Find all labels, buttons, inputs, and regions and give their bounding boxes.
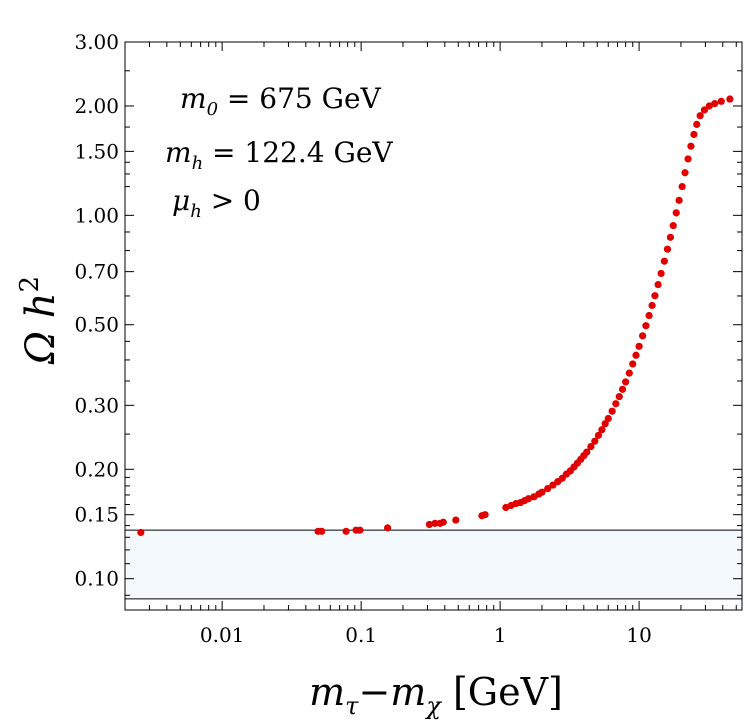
data-point xyxy=(342,527,350,535)
x-title-unit: [GeV] xyxy=(441,670,563,714)
data-point xyxy=(383,524,392,532)
data-point xyxy=(356,526,364,534)
x-title-sub1: τ xyxy=(345,692,359,720)
data-point xyxy=(598,426,606,434)
data-point xyxy=(604,414,612,423)
data-point xyxy=(431,519,439,527)
data-point xyxy=(666,233,675,241)
y-tick-label: 0.50 xyxy=(74,313,119,337)
y-tick-label: 0.10 xyxy=(74,567,119,591)
data-point xyxy=(657,269,665,278)
data-point xyxy=(645,311,653,320)
x-tick-label: 10 xyxy=(626,623,651,647)
y-tick-label: 1.00 xyxy=(74,203,119,227)
annotation-2: mh = 122.4 GeV xyxy=(165,136,393,174)
annotation-value: > 0 xyxy=(202,184,261,217)
annotation-subscript: h xyxy=(190,201,202,222)
data-point xyxy=(639,332,647,340)
y-axis-title: Ω h2 xyxy=(15,276,64,365)
data-point xyxy=(544,484,552,493)
x-tick-label: 1 xyxy=(494,623,507,647)
annotation-subscript: h xyxy=(192,153,204,174)
data-point xyxy=(726,95,734,103)
annotation-symbol: μ xyxy=(172,184,190,217)
data-point xyxy=(660,257,668,265)
x-tick-label: 0.01 xyxy=(200,623,245,647)
data-point xyxy=(615,393,623,401)
data-point xyxy=(669,222,677,230)
x-axis-title: mτ−mχ [GeV] xyxy=(309,670,563,720)
y-title-main: Ω h xyxy=(18,292,64,365)
data-point xyxy=(675,196,683,204)
data-point xyxy=(678,182,686,191)
annotation-symbol: m xyxy=(180,82,207,115)
data-point xyxy=(635,342,643,350)
data-point xyxy=(137,528,145,537)
data-point xyxy=(594,431,603,439)
x-tick-label: 0.1 xyxy=(345,623,377,647)
y-tick-label: 0.70 xyxy=(74,260,119,284)
data-point xyxy=(672,209,680,217)
data-point xyxy=(629,360,637,368)
data-point xyxy=(687,142,695,150)
annotation-3: μh > 0 xyxy=(172,184,261,222)
data-point xyxy=(696,112,704,120)
annotation-value: = 122.4 GeV xyxy=(203,136,393,169)
x-title-sub2: χ xyxy=(424,692,442,720)
data-point xyxy=(681,169,689,177)
data-point xyxy=(583,448,591,456)
y-tick-label: 0.20 xyxy=(74,457,119,481)
data-point xyxy=(425,520,434,529)
data-point xyxy=(591,437,599,445)
data-point xyxy=(711,100,719,108)
x-title-m1: m xyxy=(309,670,345,714)
data-point xyxy=(538,488,546,496)
data-point xyxy=(632,351,640,359)
axis-title-layer: mτ−mχ [GeV] Ω h2 xyxy=(15,276,563,720)
annotation-value: = 675 GeV xyxy=(218,82,382,115)
data-points xyxy=(137,95,734,537)
data-point xyxy=(439,518,447,526)
data-point xyxy=(481,511,489,519)
data-point xyxy=(524,495,533,503)
y-title-superscript: 2 xyxy=(15,276,45,293)
data-point xyxy=(601,420,609,428)
y-tick-label: 3.00 xyxy=(74,30,119,54)
data-point xyxy=(612,400,620,408)
data-point xyxy=(608,407,616,415)
annotation-symbol: m xyxy=(165,136,192,169)
data-point xyxy=(684,155,692,163)
data-point xyxy=(452,516,460,524)
data-point xyxy=(642,322,650,330)
x-title-m2: −m xyxy=(358,670,426,714)
data-point xyxy=(705,102,713,110)
y-tick-label: 1.50 xyxy=(74,139,119,163)
data-point xyxy=(648,301,656,310)
data-point xyxy=(618,385,627,393)
band-layer xyxy=(125,529,742,600)
y-tick-label: 0.30 xyxy=(74,393,119,417)
relic-density-band xyxy=(125,530,742,599)
data-point xyxy=(587,442,595,451)
data-point xyxy=(651,292,659,300)
data-point xyxy=(690,130,698,139)
data-point xyxy=(622,378,630,386)
data-point xyxy=(693,120,701,128)
data-point xyxy=(318,527,326,535)
data-point xyxy=(700,106,708,114)
data-point xyxy=(625,369,633,377)
annotation-1: m0 = 675 GeV xyxy=(180,82,382,120)
annotation-subscript: 0 xyxy=(207,99,218,120)
y-tick-label: 0.15 xyxy=(74,503,119,527)
data-point xyxy=(717,97,725,105)
data-point xyxy=(663,245,672,253)
plot-frame xyxy=(124,41,743,611)
plot-border xyxy=(124,41,743,611)
y-tick-label: 2.00 xyxy=(74,94,119,118)
tick-layer: 0.01 0.1 1 10 0.10 0.15 0.20 0.30 0.50 0.70 1.00 1.… xyxy=(74,30,742,647)
data-point xyxy=(654,280,662,289)
